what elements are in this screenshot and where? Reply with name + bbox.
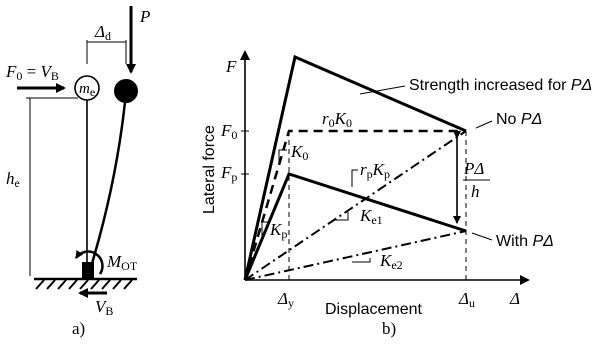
- curve-with-pdelta: [243, 172, 467, 281]
- leader-no-pdelta: [475, 120, 493, 129]
- secant-ke1: [244, 130, 467, 281]
- gravity-load-label: P: [139, 7, 150, 26]
- base-shear-label: VB: [95, 297, 113, 318]
- pdelta-denominator: h: [471, 182, 480, 201]
- y-axis-title: Lateral force: [201, 125, 218, 214]
- ke1-label: Ke1: [359, 206, 383, 227]
- leader-with-pdelta: [471, 232, 493, 241]
- kp-label: Kp: [269, 220, 287, 241]
- secant-ke2: [244, 230, 467, 281]
- base-support: [82, 262, 94, 279]
- mass-label: me: [79, 81, 95, 99]
- ke2-label: Ke2: [379, 251, 403, 272]
- panel-a: me Δd P F0 = VB he MOT VB a): [5, 6, 150, 338]
- leader-strength-increased: [359, 85, 406, 95]
- y-axis-symbol: F: [225, 57, 237, 76]
- overturning-moment-arrow: [74, 249, 104, 275]
- mass-circle: [74, 75, 100, 101]
- kp-triangle: [261, 221, 268, 238]
- y-tick-fp: Fp: [220, 163, 237, 184]
- rpkp-triangle: [351, 169, 358, 187]
- ke1-triangle: [334, 212, 349, 221]
- curve-no-pdelta: [243, 129, 466, 281]
- overturning-moment-label: MOT: [106, 252, 138, 273]
- label-no-pdelta: No PΔ: [496, 111, 542, 128]
- rpkp-label: rpKp: [360, 160, 390, 181]
- drift-label: Δd: [94, 22, 111, 43]
- pdelta-numerator: PΔ: [463, 159, 484, 178]
- r0k0-label: r0K0: [322, 109, 352, 130]
- x-tick-dy: Δy: [277, 289, 294, 310]
- label-with-pdelta: With PΔ: [496, 233, 554, 250]
- lateral-force-label: F0 = VB: [5, 62, 59, 83]
- label-strength-increased: Strength increased for PΔ: [409, 77, 592, 94]
- y-tick-f0: F0: [220, 121, 237, 142]
- displaced-mass: [114, 79, 138, 103]
- height-label: he: [6, 169, 20, 190]
- ke2-triangle: [352, 258, 371, 263]
- deformed-column: [88, 101, 127, 271]
- panel-b: F Lateral force Displacement Δ F0 Fp Δy …: [201, 50, 592, 338]
- x-axis-symbol: Δ: [509, 289, 520, 308]
- k0-label: K0: [290, 142, 308, 163]
- x-axis-title: Displacement: [325, 301, 422, 318]
- k0-triangle: [278, 149, 287, 162]
- x-tick-du: Δu: [458, 289, 475, 310]
- panel-a-caption: a): [72, 319, 85, 338]
- curve-strength-increased: [243, 54, 467, 281]
- panel-b-caption: b): [382, 319, 396, 338]
- ground-hatch: [34, 277, 137, 290]
